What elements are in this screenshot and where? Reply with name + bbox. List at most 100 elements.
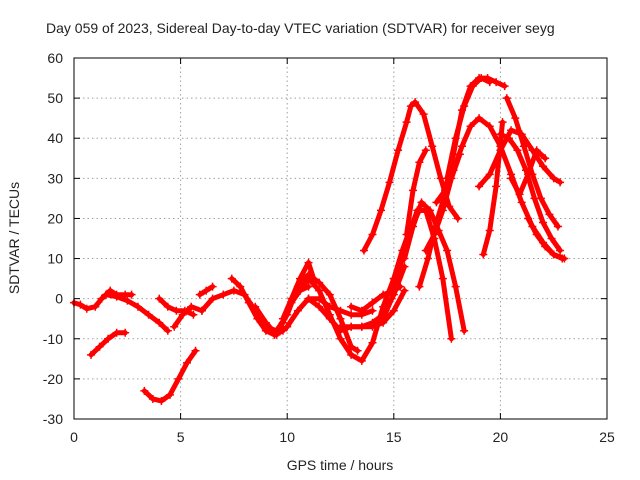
data-point (408, 222, 417, 231)
data-point (336, 334, 345, 343)
data-point (458, 142, 467, 151)
data-point (536, 194, 545, 203)
data-point (197, 306, 206, 315)
data-point (558, 254, 567, 263)
data-point (402, 118, 411, 127)
data-point (304, 294, 313, 303)
data-point (227, 274, 236, 283)
data-point (389, 274, 398, 283)
data-point (295, 274, 304, 283)
data-point (244, 298, 253, 307)
data-point (517, 198, 526, 207)
data-point (236, 282, 245, 291)
data-point (91, 302, 100, 311)
data-point (421, 146, 430, 155)
series-s7 (195, 282, 217, 299)
data-point (385, 178, 394, 187)
data-point (133, 302, 142, 311)
data-series (70, 74, 569, 405)
data-point (408, 186, 417, 195)
x-tick-label: 25 (599, 429, 615, 445)
data-point (368, 230, 377, 239)
data-point (304, 258, 313, 267)
data-point (511, 114, 520, 123)
data-point (500, 82, 509, 91)
data-point (423, 254, 432, 263)
data-point (477, 74, 486, 83)
data-point (251, 302, 260, 311)
data-point (400, 254, 409, 263)
data-point (451, 282, 460, 291)
data-point (208, 294, 217, 303)
data-point (549, 174, 558, 183)
data-point (443, 174, 452, 183)
data-point (475, 182, 484, 191)
data-point (417, 198, 426, 207)
data-point (532, 146, 541, 155)
data-point (507, 174, 516, 183)
data-point (541, 242, 550, 251)
y-tick-label: 60 (47, 50, 63, 66)
series-s2 (87, 328, 130, 359)
data-point (432, 198, 441, 207)
series-trace (404, 147, 429, 237)
data-point (347, 310, 356, 319)
data-point (112, 292, 121, 301)
data-point (283, 322, 292, 331)
data-point (368, 306, 377, 315)
data-point (87, 350, 96, 359)
data-point (549, 250, 558, 259)
data-point (295, 286, 304, 295)
data-point (451, 134, 460, 143)
series-trace (480, 119, 505, 257)
data-point (95, 342, 104, 351)
data-point (170, 322, 179, 331)
data-point (547, 234, 556, 243)
data-point (492, 182, 501, 191)
data-point (524, 170, 533, 179)
data-point (272, 326, 281, 335)
data-point (415, 158, 424, 167)
series-s25 (443, 74, 494, 183)
data-point (229, 286, 238, 295)
data-point (460, 102, 469, 111)
series-s18 (379, 206, 456, 343)
data-point (466, 122, 475, 131)
data-point (513, 146, 522, 155)
x-tick-label: 5 (177, 429, 185, 445)
data-point (426, 206, 435, 215)
data-point (172, 306, 181, 315)
data-point (443, 246, 452, 255)
data-point (174, 374, 183, 383)
data-point (219, 290, 228, 299)
data-point (140, 386, 149, 395)
series-s29 (502, 94, 562, 231)
data-point (261, 322, 270, 331)
data-point (479, 250, 488, 259)
data-point (539, 162, 548, 171)
data-point (163, 326, 172, 335)
data-point (394, 146, 403, 155)
series-trace (171, 304, 205, 330)
y-tick-labels: -30 -20 -10 0 10 20 30 40 50 60 (43, 50, 63, 427)
data-point (447, 334, 456, 343)
data-point (507, 126, 516, 135)
data-point (357, 306, 366, 315)
series-s27 (479, 118, 507, 259)
data-point (400, 286, 409, 295)
series-s21 (402, 146, 430, 239)
data-point (389, 306, 398, 315)
data-point (485, 226, 494, 235)
data-point (347, 350, 356, 359)
data-point (165, 390, 174, 399)
data-point (353, 346, 362, 355)
data-point (411, 98, 420, 107)
data-point (415, 282, 424, 291)
data-point (379, 290, 388, 299)
data-point (556, 178, 565, 187)
chart-title: Day 059 of 2023, Sidereal Day-to-day VTE… (46, 20, 555, 36)
data-point (387, 294, 396, 303)
series-trace (497, 131, 563, 253)
data-point (438, 206, 447, 215)
data-point (421, 246, 430, 255)
